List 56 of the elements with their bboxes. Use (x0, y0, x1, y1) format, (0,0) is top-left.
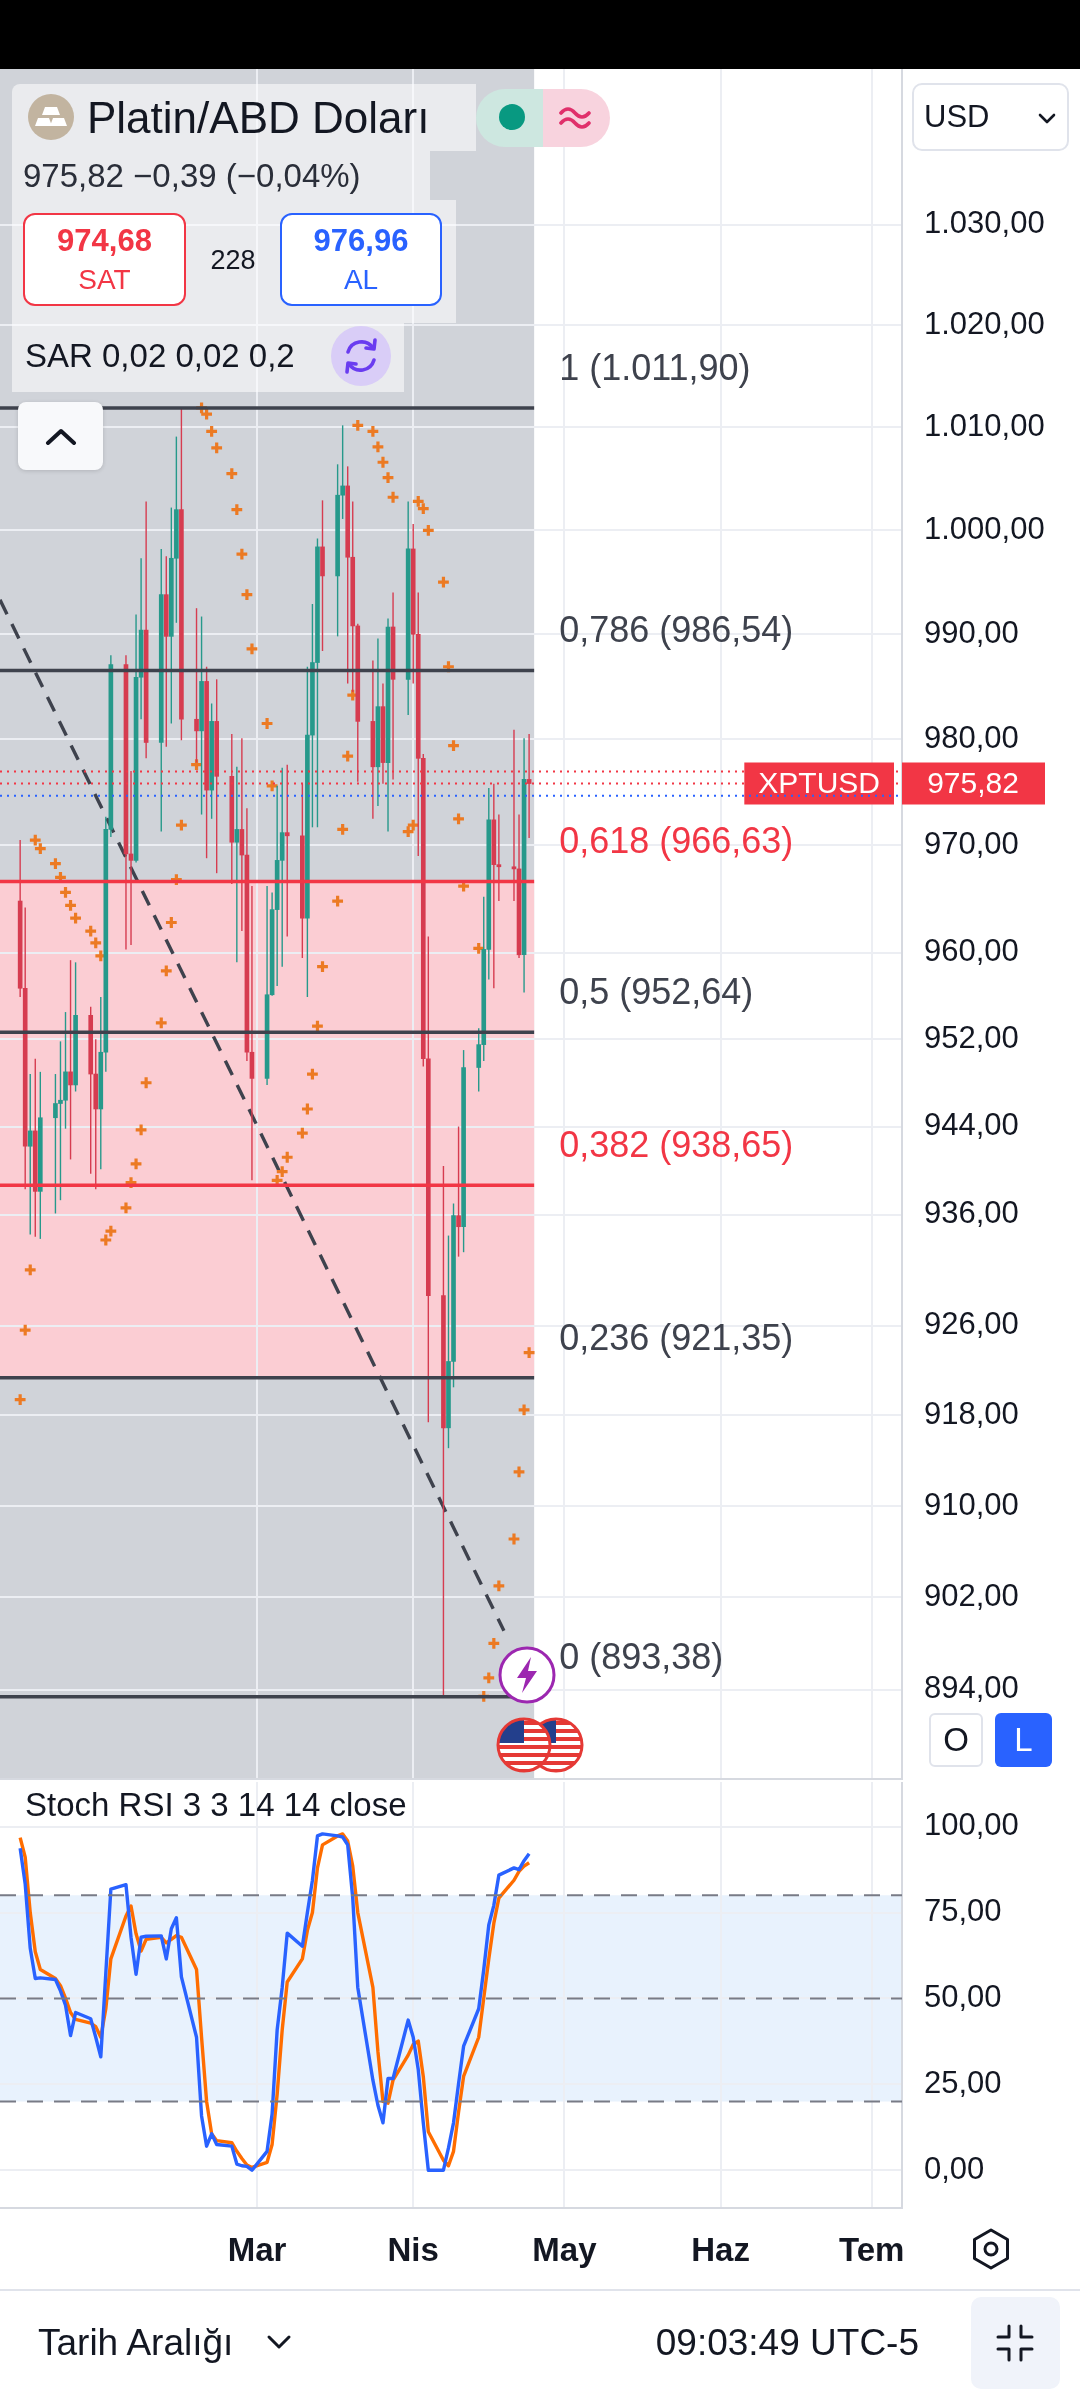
y-tick-label: 25,00 (924, 2064, 1002, 2100)
buy-button: 976,96 AL (280, 213, 442, 306)
y-tick-label: 894,00 (924, 1670, 1019, 1706)
x-tick-label: May (532, 2230, 598, 2268)
x-tick-label: Tem (839, 2230, 905, 2268)
annotation: SAR 0,02 0,02 0,2 (25, 336, 295, 376)
ref-line-label: 0,786 (986,54) (559, 609, 794, 651)
candlestick (526, 733, 532, 839)
y-tick-label: 970,00 (924, 825, 1019, 861)
currency-dropdown: USD (912, 83, 1069, 151)
x-tick-label: Nis (387, 2230, 439, 2268)
y-tick-label: 926,00 (924, 1306, 1019, 1342)
annotation: SAT (77, 263, 132, 297)
y-tick-label: 910,00 (924, 1486, 1019, 1522)
annotation: 976,96 (312, 223, 410, 259)
ref-line-label: 0 (893,38) (559, 1635, 724, 1677)
toggle-button: O (929, 1713, 983, 1767)
ref-line-label: 0,236 (921,35) (559, 1316, 794, 1358)
y-tick-label: 952,00 (924, 1019, 1019, 1055)
y-tick-label: 0,00 (924, 2150, 985, 2186)
text: Platin/ABD Doları (87, 92, 430, 144)
annotation: AL (342, 263, 380, 297)
annotation: 974,68 (56, 223, 153, 259)
y-tick-label: 936,00 (924, 1195, 1019, 1231)
y-tick-label: 100,00 (924, 1807, 1019, 1843)
y-tick-label: 50,00 (924, 1978, 1002, 2014)
y-tick-label: 902,00 (924, 1577, 1019, 1613)
sell-button: 974,68 SAT (23, 213, 186, 306)
y-tick-label: 944,00 (924, 1107, 1019, 1143)
chart-title: Stoch RSI 3 3 14 14 close (25, 1786, 407, 1824)
x-tick-label: Mar (227, 2230, 287, 2268)
text: 975,82 (927, 765, 1019, 799)
candlestick (68, 959, 73, 1161)
y-tick-label: 1.000,00 (924, 510, 1045, 546)
candlestick (511, 729, 517, 902)
candlestick (194, 607, 199, 764)
y-tick-label: 980,00 (924, 719, 1019, 755)
y-tick-label: 1.010,00 (924, 407, 1045, 443)
ref-line-label: XPTUSD (758, 765, 880, 799)
ref-line-label: 0,5 (952,64) (559, 971, 754, 1013)
text: 975,82 −0,39 (−0,04%) (23, 156, 361, 196)
annotation: 228 (209, 244, 257, 277)
y-tick-label: 990,00 (924, 614, 1019, 650)
ref-line-label: 0,618 (966,63) (559, 820, 794, 862)
ref-line-label: 1 (1.011,90) (559, 346, 751, 388)
y-tick-label: 1.030,00 (924, 205, 1045, 241)
y-tick-label: 960,00 (924, 933, 1019, 969)
y-tick-label: 918,00 (924, 1395, 1019, 1431)
y-tick-label: 75,00 (924, 1893, 1002, 1929)
y-tick-label: 1.020,00 (924, 305, 1045, 341)
toggle-button: L (995, 1713, 1052, 1767)
candlestick (496, 813, 502, 902)
candlestick (27, 1073, 33, 1236)
candlestick (456, 1125, 461, 1258)
x-tick-label: Haz (691, 2230, 750, 2268)
ref-line-label: 0,382 (938,65) (559, 1124, 794, 1166)
